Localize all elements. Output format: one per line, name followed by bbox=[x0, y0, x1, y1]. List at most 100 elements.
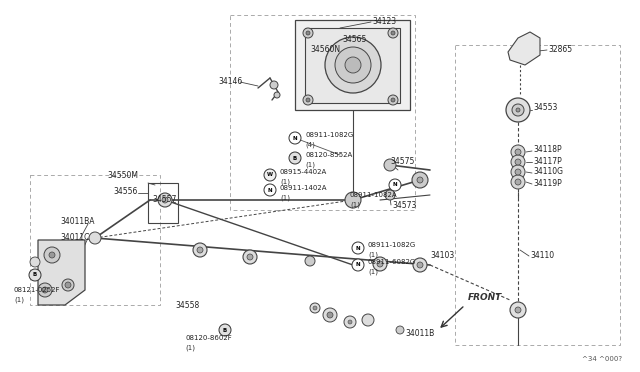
Polygon shape bbox=[38, 240, 85, 305]
Text: 34575: 34575 bbox=[390, 157, 414, 167]
Text: N: N bbox=[292, 135, 298, 141]
Text: 08911-1082A: 08911-1082A bbox=[350, 192, 397, 198]
Circle shape bbox=[385, 190, 395, 200]
Text: N: N bbox=[356, 246, 360, 250]
Circle shape bbox=[303, 95, 313, 105]
Circle shape bbox=[264, 184, 276, 196]
Circle shape bbox=[412, 172, 428, 188]
Text: 08915-4402A: 08915-4402A bbox=[280, 169, 327, 175]
Circle shape bbox=[417, 177, 423, 183]
Circle shape bbox=[197, 247, 203, 253]
Text: 34556: 34556 bbox=[114, 187, 138, 196]
Text: 08120-8602F: 08120-8602F bbox=[185, 335, 232, 341]
Text: 34146: 34146 bbox=[218, 77, 243, 87]
Text: (1): (1) bbox=[280, 195, 290, 201]
Text: 34553: 34553 bbox=[533, 103, 557, 112]
Circle shape bbox=[42, 287, 48, 293]
Circle shape bbox=[389, 179, 401, 191]
Circle shape bbox=[264, 169, 276, 181]
Text: N: N bbox=[268, 187, 272, 192]
Circle shape bbox=[310, 303, 320, 313]
Circle shape bbox=[352, 259, 364, 271]
Circle shape bbox=[515, 307, 521, 313]
Circle shape bbox=[289, 152, 301, 164]
Bar bbox=[230, 15, 415, 210]
Text: 34110: 34110 bbox=[530, 250, 554, 260]
Circle shape bbox=[89, 232, 101, 244]
Circle shape bbox=[49, 252, 55, 258]
Circle shape bbox=[396, 326, 404, 334]
Bar bbox=[455, 45, 620, 345]
Circle shape bbox=[313, 306, 317, 310]
Bar bbox=[30, 175, 160, 305]
Circle shape bbox=[417, 262, 423, 268]
Circle shape bbox=[289, 132, 301, 144]
Bar bbox=[305, 28, 400, 103]
Circle shape bbox=[270, 81, 278, 89]
Text: (1): (1) bbox=[280, 179, 290, 185]
Circle shape bbox=[515, 149, 521, 155]
Text: W: W bbox=[267, 173, 273, 177]
Text: 34123: 34123 bbox=[372, 17, 396, 26]
Circle shape bbox=[38, 283, 52, 297]
Text: (1): (1) bbox=[350, 202, 360, 208]
Text: 08911-1082G: 08911-1082G bbox=[305, 132, 353, 138]
Circle shape bbox=[219, 324, 231, 336]
Text: 34118P: 34118P bbox=[533, 145, 562, 154]
Text: B: B bbox=[33, 273, 37, 278]
Text: 34011C: 34011C bbox=[60, 232, 90, 241]
Circle shape bbox=[516, 108, 520, 112]
Circle shape bbox=[377, 261, 383, 267]
Circle shape bbox=[511, 165, 525, 179]
Circle shape bbox=[348, 320, 352, 324]
Text: 34573: 34573 bbox=[392, 201, 417, 209]
Circle shape bbox=[305, 256, 315, 266]
Circle shape bbox=[510, 302, 526, 318]
Text: 34103: 34103 bbox=[430, 250, 454, 260]
Circle shape bbox=[44, 247, 60, 263]
Circle shape bbox=[352, 242, 364, 254]
Circle shape bbox=[506, 98, 530, 122]
Text: 34560N: 34560N bbox=[310, 45, 340, 55]
Text: 34557: 34557 bbox=[152, 196, 177, 205]
Text: 34550M: 34550M bbox=[107, 170, 138, 180]
Circle shape bbox=[388, 28, 398, 38]
Circle shape bbox=[362, 314, 374, 326]
Circle shape bbox=[373, 257, 387, 271]
Circle shape bbox=[413, 258, 427, 272]
Text: B: B bbox=[293, 155, 297, 160]
Text: 08911-1402A: 08911-1402A bbox=[280, 185, 328, 191]
Text: (1): (1) bbox=[368, 269, 378, 275]
Text: B: B bbox=[223, 327, 227, 333]
Circle shape bbox=[515, 179, 521, 185]
Text: N: N bbox=[393, 183, 397, 187]
Circle shape bbox=[515, 159, 521, 165]
Circle shape bbox=[515, 169, 521, 175]
Circle shape bbox=[511, 175, 525, 189]
Circle shape bbox=[303, 28, 313, 38]
Text: 08120-8552A: 08120-8552A bbox=[305, 152, 352, 158]
Circle shape bbox=[512, 104, 524, 116]
Text: 34558: 34558 bbox=[175, 301, 199, 310]
Circle shape bbox=[384, 159, 396, 171]
Text: 08911-1082G: 08911-1082G bbox=[368, 242, 416, 248]
Circle shape bbox=[335, 47, 371, 83]
Bar bbox=[295, 20, 410, 110]
Bar bbox=[148, 183, 178, 223]
Circle shape bbox=[30, 257, 40, 267]
Circle shape bbox=[274, 92, 280, 98]
Text: (4): (4) bbox=[305, 142, 315, 148]
Circle shape bbox=[243, 250, 257, 264]
Text: 34117P: 34117P bbox=[533, 157, 562, 166]
Text: (1): (1) bbox=[368, 252, 378, 258]
Circle shape bbox=[247, 254, 253, 260]
Text: 32865: 32865 bbox=[548, 45, 572, 55]
Text: 08121-0252F: 08121-0252F bbox=[14, 287, 61, 293]
Circle shape bbox=[325, 37, 381, 93]
Circle shape bbox=[511, 145, 525, 159]
Circle shape bbox=[388, 95, 398, 105]
Circle shape bbox=[306, 31, 310, 35]
Text: 34119P: 34119P bbox=[533, 179, 562, 187]
Circle shape bbox=[344, 316, 356, 328]
Text: 08911-6082G: 08911-6082G bbox=[368, 259, 416, 265]
